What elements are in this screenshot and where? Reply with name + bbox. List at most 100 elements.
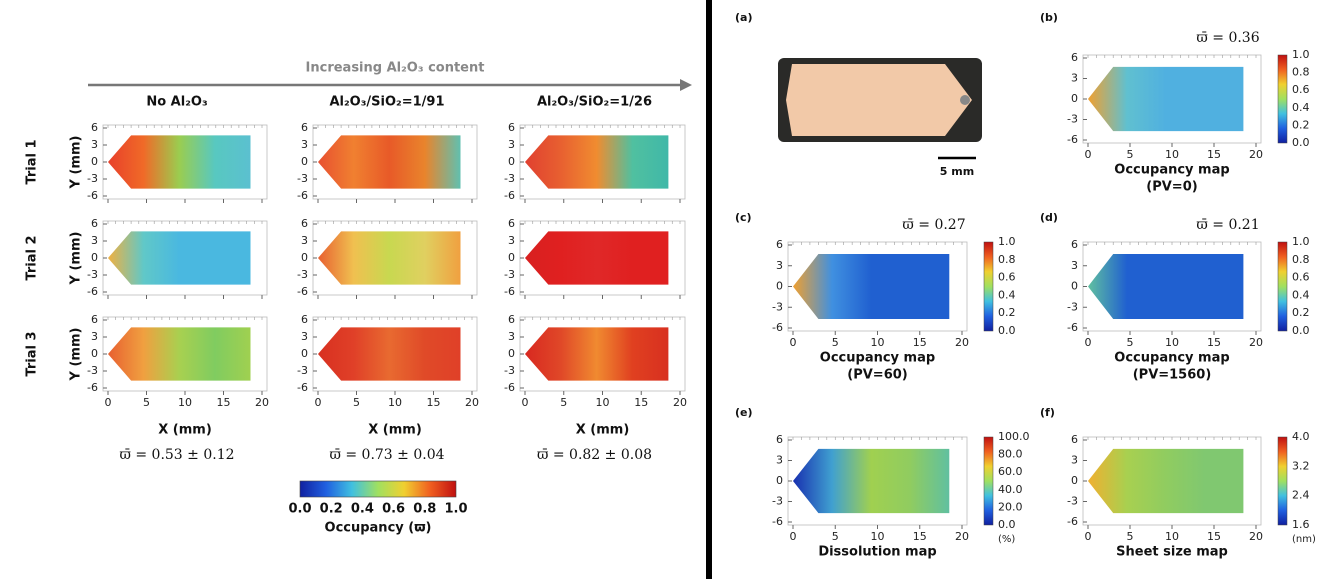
y-tick-label: 3 bbox=[301, 330, 308, 343]
colorbar-tick-label: 0.8 bbox=[1292, 253, 1310, 266]
colorbar-tick-label: 0.0 bbox=[288, 502, 311, 517]
y-tick-label: 3 bbox=[91, 138, 98, 151]
colorbar-tick-label: 0.8 bbox=[998, 253, 1016, 266]
x-tick-label: 5 bbox=[832, 530, 839, 543]
colorbar-tick-label: 1.0 bbox=[444, 502, 467, 517]
caption: Occupancy map bbox=[1114, 351, 1229, 366]
heatmap bbox=[318, 327, 461, 381]
y-tick-label: 6 bbox=[508, 217, 515, 230]
panel-label: (b) bbox=[1040, 11, 1058, 24]
y-tick-label: -6 bbox=[1067, 133, 1078, 146]
y-tick-label: -3 bbox=[87, 364, 98, 377]
y-tick-label: -6 bbox=[1067, 515, 1078, 528]
colorbar-tick-label: 0.4 bbox=[1292, 288, 1310, 301]
y-tick-label: 0 bbox=[301, 251, 308, 264]
x-tick-label: 0 bbox=[1085, 148, 1092, 161]
colorbar-tick-label: 0.4 bbox=[998, 288, 1016, 301]
colorbar-tick-label: 1.0 bbox=[998, 235, 1016, 248]
y-tick-label: 6 bbox=[508, 121, 515, 134]
y-tick-label: 3 bbox=[1071, 259, 1078, 272]
colorbar-tick-label: 0.0 bbox=[998, 324, 1016, 337]
panel-label: (d) bbox=[1040, 211, 1058, 224]
y-tick-label: 6 bbox=[301, 313, 308, 326]
colorbar-tick-label: 1.6 bbox=[1292, 518, 1310, 531]
arrow-label: Increasing Al₂O₃ content bbox=[306, 61, 485, 76]
colorbar-tick-label: 0.2 bbox=[320, 502, 343, 517]
x-tick-label: 0 bbox=[105, 396, 112, 409]
mean-occupancy: ϖ̄ = 0.36 bbox=[1196, 30, 1259, 46]
x-tick-label: 10 bbox=[596, 396, 610, 409]
x-tick-label: 15 bbox=[913, 336, 927, 349]
colorbar-tick-label: 1.0 bbox=[1292, 235, 1310, 248]
y-tick-label: -6 bbox=[297, 189, 308, 202]
column-header: Al₂O₃/SiO₂=1/26 bbox=[537, 95, 652, 110]
y-tick-label: 0 bbox=[508, 155, 515, 168]
y-tick-label: 3 bbox=[776, 454, 783, 467]
y-tick-label: 3 bbox=[776, 259, 783, 272]
colorbar-tick-label: 0.0 bbox=[1292, 136, 1310, 149]
caption: (PV=0) bbox=[1146, 180, 1197, 195]
x-tick-label: 15 bbox=[913, 530, 927, 543]
x-tick-label: 10 bbox=[1165, 530, 1179, 543]
y-tick-label: -6 bbox=[87, 381, 98, 394]
colorbar-tick-label: 0.6 bbox=[382, 502, 405, 517]
x-tick-label: 15 bbox=[1207, 148, 1221, 161]
y-tick-label: 3 bbox=[1071, 454, 1078, 467]
heatmap bbox=[793, 254, 950, 319]
colorbar-tick-label: 80.0 bbox=[998, 448, 1023, 461]
colorbar-tick-label: 2.4 bbox=[1292, 489, 1310, 502]
y-tick-label: 0 bbox=[1071, 280, 1078, 293]
y-tick-label: -6 bbox=[504, 285, 515, 298]
y-tick-label: 6 bbox=[1071, 238, 1078, 251]
x-axis-label: X (mm) bbox=[576, 423, 630, 438]
x-tick-label: 10 bbox=[871, 530, 885, 543]
x-tick-label: 20 bbox=[1249, 336, 1263, 349]
x-tick-label: 0 bbox=[1085, 336, 1092, 349]
y-tick-label: 6 bbox=[776, 433, 783, 446]
colorbar-tick-label: 0.2 bbox=[1292, 118, 1310, 131]
heatmap bbox=[793, 448, 950, 514]
colorbar-tick-label: 0.6 bbox=[998, 271, 1016, 284]
y-tick-label: 6 bbox=[508, 313, 515, 326]
summary: ϖ̄ = 0.73 ± 0.04 bbox=[329, 447, 444, 463]
mean-occupancy: ϖ̄ = 0.21 bbox=[1196, 217, 1259, 233]
x-tick-label: 5 bbox=[143, 396, 150, 409]
y-tick-label: 3 bbox=[91, 234, 98, 247]
colorbar-tick-label: 0.2 bbox=[1292, 306, 1310, 319]
y-tick-label: 0 bbox=[91, 251, 98, 264]
y-axis-label: Y (mm) bbox=[69, 232, 84, 286]
colorbar-tick-label: 0.0 bbox=[998, 518, 1016, 531]
column-header: Al₂O₃/SiO₂=1/91 bbox=[329, 95, 444, 110]
colorbar-tick-label: 0.8 bbox=[413, 502, 436, 517]
y-tick-label: 0 bbox=[776, 474, 783, 487]
heatmap bbox=[525, 135, 669, 189]
colorbar-tick-label: 0.6 bbox=[1292, 83, 1310, 96]
scale-bar-label: 5 mm bbox=[940, 165, 974, 178]
y-axis-label: Y (mm) bbox=[69, 328, 84, 382]
y-tick-label: 3 bbox=[301, 234, 308, 247]
colorbar-tick-label: 0.4 bbox=[1292, 101, 1310, 114]
x-tick-label: 20 bbox=[1249, 530, 1263, 543]
panel-label: (c) bbox=[735, 211, 752, 224]
arrow-head bbox=[680, 79, 692, 91]
y-axis-label: Y (mm) bbox=[69, 136, 84, 190]
y-tick-label: 3 bbox=[508, 330, 515, 343]
heatmap bbox=[108, 231, 251, 285]
y-tick-label: 6 bbox=[301, 121, 308, 134]
colorbar-label: Occupancy (ϖ) bbox=[325, 521, 432, 536]
caption: (PV=1560) bbox=[1133, 368, 1212, 383]
x-tick-label: 10 bbox=[1165, 148, 1179, 161]
x-tick-label: 0 bbox=[315, 396, 322, 409]
y-tick-label: -3 bbox=[87, 172, 98, 185]
heatmap bbox=[108, 135, 251, 189]
colorbar-unit: (%) bbox=[998, 534, 1015, 545]
y-tick-label: -6 bbox=[772, 321, 783, 334]
x-tick-label: 5 bbox=[353, 396, 360, 409]
colorbar bbox=[1277, 241, 1288, 332]
y-tick-label: 0 bbox=[301, 155, 308, 168]
panel-label: (e) bbox=[735, 406, 753, 419]
y-tick-label: 0 bbox=[1071, 474, 1078, 487]
colorbar-tick-label: 100.0 bbox=[998, 430, 1030, 443]
colorbar-tick-label: 0.4 bbox=[351, 502, 374, 517]
x-tick-label: 5 bbox=[832, 336, 839, 349]
